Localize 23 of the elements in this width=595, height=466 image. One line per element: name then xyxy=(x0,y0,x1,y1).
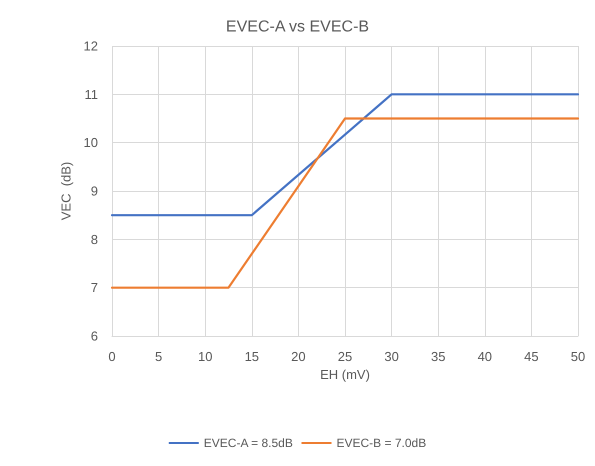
legend-label: EVEC-B = 7.0dB xyxy=(336,436,426,450)
x-tick-label: 30 xyxy=(384,349,399,364)
y-tick-label: 9 xyxy=(90,184,98,198)
chart-title: EVEC-A vs EVEC-B xyxy=(226,18,370,36)
y-tick-label: 12 xyxy=(84,38,98,54)
x-tick-label: 0 xyxy=(108,349,116,364)
x-tick-label: 50 xyxy=(570,349,586,364)
x-tick-label: 5 xyxy=(154,349,162,364)
x-tick-label: 45 xyxy=(524,349,539,364)
x-tick-label: 15 xyxy=(244,349,260,364)
y-tick-label: 10 xyxy=(84,135,98,150)
x-tick-label: 10 xyxy=(198,349,212,364)
y-tick-label: 7 xyxy=(90,280,98,296)
x-tick-label: 25 xyxy=(338,349,352,364)
x-tick-label: 40 xyxy=(478,349,492,364)
legend-label: EVEC-A = 8.5dB xyxy=(204,436,293,450)
x-axis-title: EH (mV) xyxy=(320,367,370,382)
x-tick-label: 35 xyxy=(430,349,446,364)
y-axis-title: VEC (dB) xyxy=(58,162,74,220)
y-tick-label: 6 xyxy=(90,328,98,344)
y-tick-label: 11 xyxy=(84,86,98,102)
x-tick-label: 20 xyxy=(291,349,306,364)
y-tick-label: 8 xyxy=(90,232,98,247)
